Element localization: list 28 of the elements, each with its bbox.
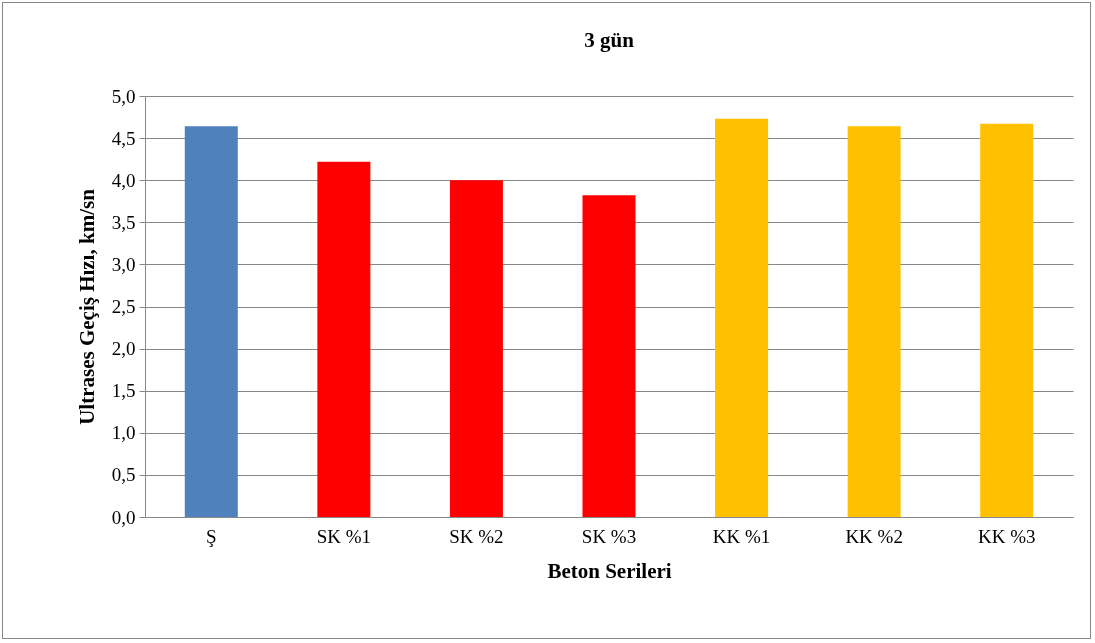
y-tick-label: 3,0 — [111, 253, 136, 275]
y-tick-label: 3,5 — [111, 211, 136, 233]
y-tick-label: 0,5 — [111, 464, 136, 486]
x-tick-label: SK %1 — [316, 525, 372, 547]
y-axis-title: Ultrases Geçiş Hızı, km/sn — [74, 188, 99, 425]
bar — [847, 126, 901, 517]
bar — [449, 180, 503, 517]
x-axis-title: Beton Serileri — [547, 558, 672, 583]
bar — [184, 126, 238, 517]
bar — [715, 118, 769, 517]
y-tick-label: 4,5 — [111, 127, 136, 149]
chart-title: 3 gün — [584, 28, 635, 52]
y-tick-label: 4,0 — [111, 169, 136, 191]
y-tick-label: 5,0 — [111, 85, 136, 107]
x-tick-label: KK %2 — [845, 525, 903, 547]
bar — [582, 195, 636, 517]
y-tick-label: 1,0 — [111, 422, 136, 444]
y-tick-label: 2,5 — [111, 296, 136, 317]
y-tick-label: 2,0 — [111, 338, 136, 360]
x-tick-label: KK %1 — [712, 525, 771, 547]
x-tick-label: KK %3 — [977, 525, 1036, 547]
x-tick-label: Ş — [206, 525, 217, 547]
y-tick-label: 0,0 — [111, 506, 136, 528]
x-tick-label: SK %3 — [581, 525, 637, 547]
x-tick-label: SK %2 — [449, 525, 504, 547]
bar — [980, 123, 1034, 517]
y-tick-label: 1,5 — [111, 380, 136, 402]
bar — [317, 161, 371, 517]
